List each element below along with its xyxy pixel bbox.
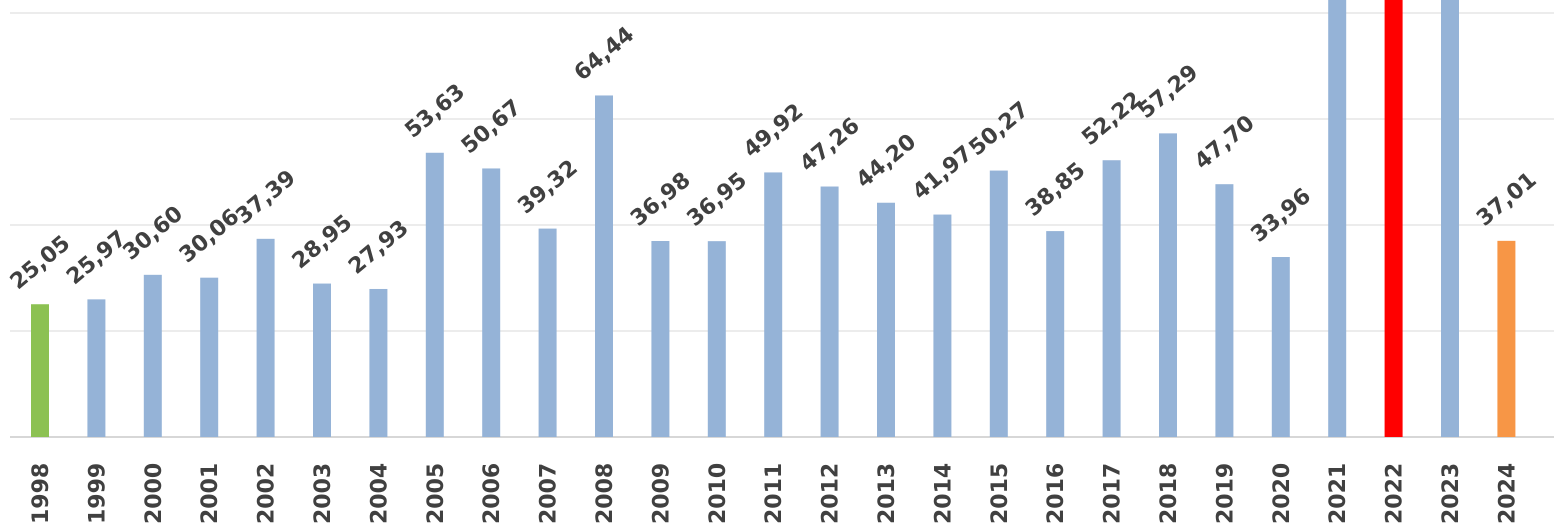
x-tick-label-2021: 2021 bbox=[1326, 463, 1351, 524]
x-tick-label-2009: 2009 bbox=[649, 463, 674, 524]
x-tick-label-2022: 2022 bbox=[1383, 463, 1408, 524]
x-tick-label-2007: 2007 bbox=[537, 463, 562, 524]
bar-2021 bbox=[1328, 0, 1347, 437]
data-label-2010: 36,95 bbox=[683, 168, 752, 232]
x-tick-label-2013: 2013 bbox=[875, 463, 900, 524]
x-tick-label-1999: 1999 bbox=[85, 463, 110, 524]
x-tick-label-2011: 2011 bbox=[762, 463, 787, 524]
x-tick-label-2000: 2000 bbox=[142, 463, 167, 524]
data-label-2007: 39,32 bbox=[513, 155, 582, 219]
bar-2001 bbox=[200, 277, 219, 437]
bar-2018 bbox=[1159, 133, 1177, 437]
data-label-2014: 41,97 bbox=[908, 141, 977, 205]
bar-2019 bbox=[1215, 184, 1234, 437]
x-tick-label-2016: 2016 bbox=[1044, 463, 1069, 524]
data-label-2020: 33,96 bbox=[1247, 184, 1316, 248]
data-label-2019: 47,70 bbox=[1190, 111, 1259, 175]
x-tick-label-2005: 2005 bbox=[424, 463, 449, 524]
x-tick-label-2019: 2019 bbox=[1213, 463, 1238, 524]
data-label-2015: 50,27 bbox=[965, 97, 1034, 161]
x-tick-label-2017: 2017 bbox=[1101, 463, 1126, 524]
x-tick-label-2012: 2012 bbox=[819, 463, 844, 524]
x-tick-label-2020: 2020 bbox=[1270, 463, 1295, 524]
bar-1998 bbox=[31, 304, 49, 437]
data-label-2002: 37,39 bbox=[231, 166, 300, 230]
bar-2013 bbox=[877, 202, 895, 437]
data-label-1999: 25,97 bbox=[62, 226, 131, 290]
bar-2004 bbox=[369, 288, 388, 437]
bar-2017 bbox=[1102, 160, 1121, 437]
data-label-1998: 25,05 bbox=[6, 231, 75, 295]
x-tick-label-2010: 2010 bbox=[706, 463, 731, 524]
bar-2016 bbox=[1046, 231, 1065, 437]
x-tick-label-2001: 2001 bbox=[198, 463, 223, 524]
data-label-2012: 47,26 bbox=[795, 113, 864, 177]
x-tick-label-2003: 2003 bbox=[311, 463, 336, 524]
bar-2007 bbox=[538, 228, 557, 437]
x-tick-label-2014: 2014 bbox=[931, 463, 956, 524]
data-label-2024: 37,01 bbox=[1472, 168, 1541, 232]
data-label-2000: 30,60 bbox=[119, 202, 188, 266]
x-tick-label-2002: 2002 bbox=[255, 463, 280, 524]
bar-2012 bbox=[820, 186, 839, 437]
bar-1999 bbox=[87, 299, 106, 437]
bar-2023 bbox=[1441, 0, 1459, 437]
bar-2011 bbox=[764, 172, 783, 437]
data-label-2008: 64,44 bbox=[570, 22, 639, 86]
data-label-2016: 38,85 bbox=[1021, 158, 1090, 222]
bar-2022 bbox=[1384, 0, 1403, 437]
x-tick-label-2004: 2004 bbox=[367, 463, 392, 524]
x-tick-label-2006: 2006 bbox=[480, 463, 505, 524]
bar-2006 bbox=[482, 168, 501, 437]
bars bbox=[31, 0, 1516, 438]
x-tick-label-2024: 2024 bbox=[1495, 463, 1520, 524]
bar-2014 bbox=[933, 214, 952, 437]
data-label-2018: 57,29 bbox=[1134, 60, 1203, 124]
data-label-2009: 36,98 bbox=[626, 168, 695, 232]
bar-2003 bbox=[313, 283, 331, 437]
bar-2020 bbox=[1271, 257, 1290, 437]
bar-2002 bbox=[256, 238, 275, 437]
data-label-2006: 50,67 bbox=[457, 95, 526, 159]
data-label-2011: 49,92 bbox=[739, 99, 808, 163]
x-tick-label-2018: 2018 bbox=[1157, 463, 1182, 524]
bar-2005 bbox=[425, 152, 444, 438]
data-label-2005: 53,63 bbox=[401, 79, 470, 143]
x-tick-label-2008: 2008 bbox=[593, 463, 618, 524]
x-tick-label-2023: 2023 bbox=[1439, 463, 1464, 524]
x-axis-labels: 1998 1999 2000 2001 2002 2003 2004 2005 2006 2007… bbox=[29, 463, 1520, 524]
bar-2015 bbox=[989, 170, 1008, 437]
bar-2008 bbox=[595, 95, 613, 437]
bar-2024 bbox=[1497, 240, 1516, 437]
x-tick-label-2015: 2015 bbox=[988, 463, 1013, 524]
bar-2009 bbox=[651, 241, 670, 437]
bar-2010 bbox=[707, 241, 726, 437]
bar-2000 bbox=[143, 274, 162, 437]
x-tick-label-1998: 1998 bbox=[29, 463, 54, 524]
